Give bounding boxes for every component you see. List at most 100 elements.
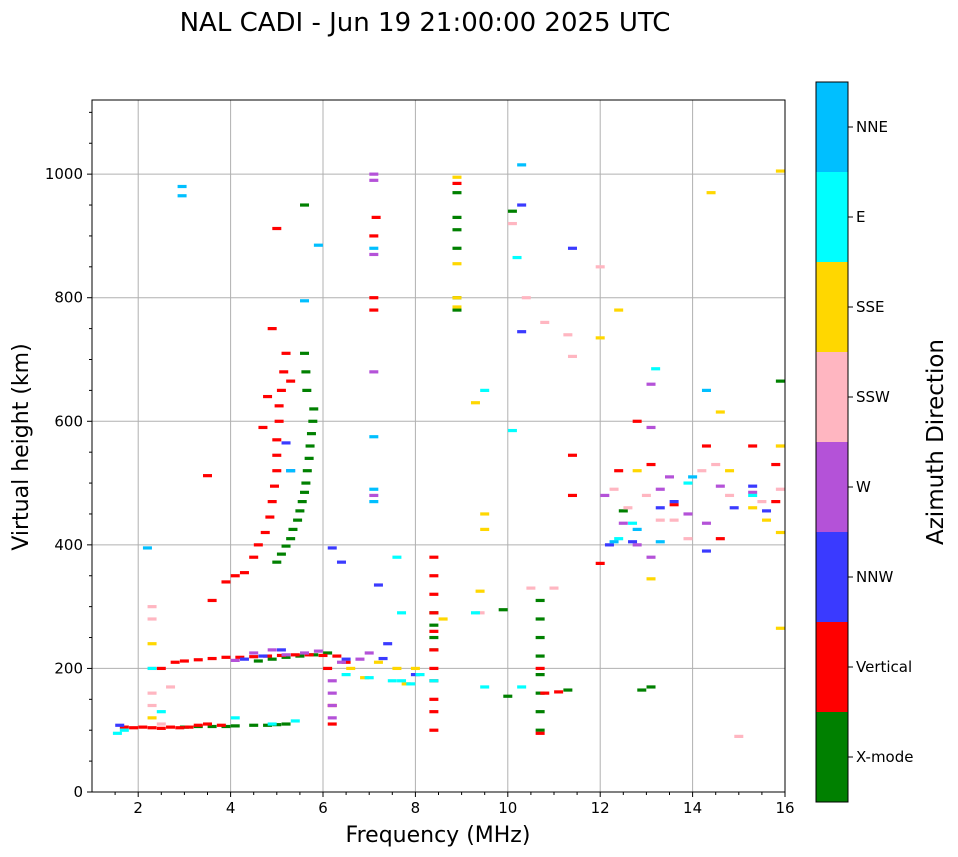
echo-point (595, 265, 605, 269)
echo-point (309, 653, 319, 657)
echo-point (429, 710, 439, 714)
echo-point (480, 512, 490, 516)
echo-point (452, 246, 462, 250)
echo-point (535, 710, 545, 714)
echo-point (308, 419, 318, 423)
echo-point (429, 555, 439, 559)
x-tick-label: 16 (775, 799, 794, 817)
echo-point (401, 682, 411, 686)
echo-point (452, 262, 462, 266)
colorbar-swatch (816, 712, 848, 802)
echo-point (369, 308, 379, 312)
echo-point (323, 651, 333, 655)
echo-point (406, 682, 416, 686)
echo-point (480, 388, 490, 392)
echo-point (517, 330, 527, 334)
echo-point (452, 296, 462, 300)
echo-point (323, 666, 333, 671)
echo-point (480, 527, 490, 532)
echo-point (604, 543, 614, 547)
echo-point (313, 649, 323, 653)
colorbar-title: Azimuth Direction (923, 339, 949, 545)
x-tick-label: 10 (498, 799, 517, 817)
echo-point (628, 540, 638, 544)
echo-point (281, 722, 291, 726)
echo-point (272, 469, 282, 473)
echo-point (697, 469, 707, 473)
echo-point (272, 438, 282, 442)
echo-point (147, 617, 157, 621)
echo-point (701, 521, 711, 525)
echo-point (651, 367, 661, 371)
echo-point (336, 560, 346, 564)
echo-point (272, 723, 282, 727)
y-tick-label: 200 (54, 659, 83, 677)
colorbar-swatch (816, 352, 848, 442)
echo-point (669, 518, 679, 522)
echo-point (600, 493, 610, 498)
echo-point (706, 191, 716, 195)
echo-point (429, 623, 439, 627)
echo-point (177, 184, 187, 189)
echo-point (715, 484, 725, 488)
echo-point (369, 172, 379, 176)
echo-point (260, 530, 270, 535)
echo-point (748, 484, 758, 488)
echo-point (119, 728, 129, 732)
echo-point (341, 657, 351, 661)
y-tick-label: 0 (73, 783, 83, 801)
echo-point (290, 653, 300, 657)
echo-point (614, 469, 624, 473)
echo-point (715, 537, 725, 541)
echo-point (646, 425, 656, 430)
echo-point (415, 673, 425, 677)
echo-point (302, 388, 312, 392)
echo-point (614, 537, 624, 541)
echo-point (336, 660, 346, 664)
colorbar-swatch (816, 82, 848, 172)
x-tick-label: 12 (591, 799, 610, 817)
echo-point (646, 462, 656, 467)
plot-background (92, 100, 785, 792)
colorbar-label: NNW (856, 568, 893, 586)
echo-point (567, 453, 577, 457)
echo-point (371, 215, 381, 219)
echo-point (318, 653, 328, 658)
echo-point (276, 648, 286, 652)
echo-point (373, 660, 383, 664)
echo-point (748, 506, 758, 510)
colorbar-frame (815, 81, 849, 803)
echo-point (272, 560, 282, 564)
echo-point (410, 666, 420, 671)
echo-point (249, 655, 259, 659)
echo-point (230, 724, 240, 728)
echo-point (263, 723, 273, 727)
echo-point (193, 723, 203, 727)
echo-point (184, 725, 194, 729)
echo-point (701, 444, 711, 448)
echo-point (147, 642, 157, 646)
echo-point (554, 690, 564, 694)
echo-point (632, 469, 642, 473)
echo-point (230, 574, 240, 578)
echo-point (253, 543, 263, 547)
grid-lines (92, 100, 786, 793)
echo-point (309, 407, 319, 411)
echo-point (503, 694, 513, 698)
echo-point (748, 490, 758, 494)
echo-point (253, 659, 263, 663)
echo-point (281, 544, 291, 548)
echo-point (249, 723, 259, 727)
echo-point (288, 527, 298, 532)
echo-point (156, 722, 166, 726)
echo-point (276, 552, 286, 556)
echo-point (302, 469, 312, 473)
y-axis-label: Virtual height (km) (9, 343, 34, 550)
echo-point (341, 673, 351, 677)
x-tick-label: 8 (411, 799, 421, 817)
colorbar-swatch (816, 172, 848, 262)
echo-point (295, 654, 305, 658)
echo-point (221, 580, 231, 584)
echo-point (517, 685, 527, 689)
echo-point (757, 500, 767, 504)
